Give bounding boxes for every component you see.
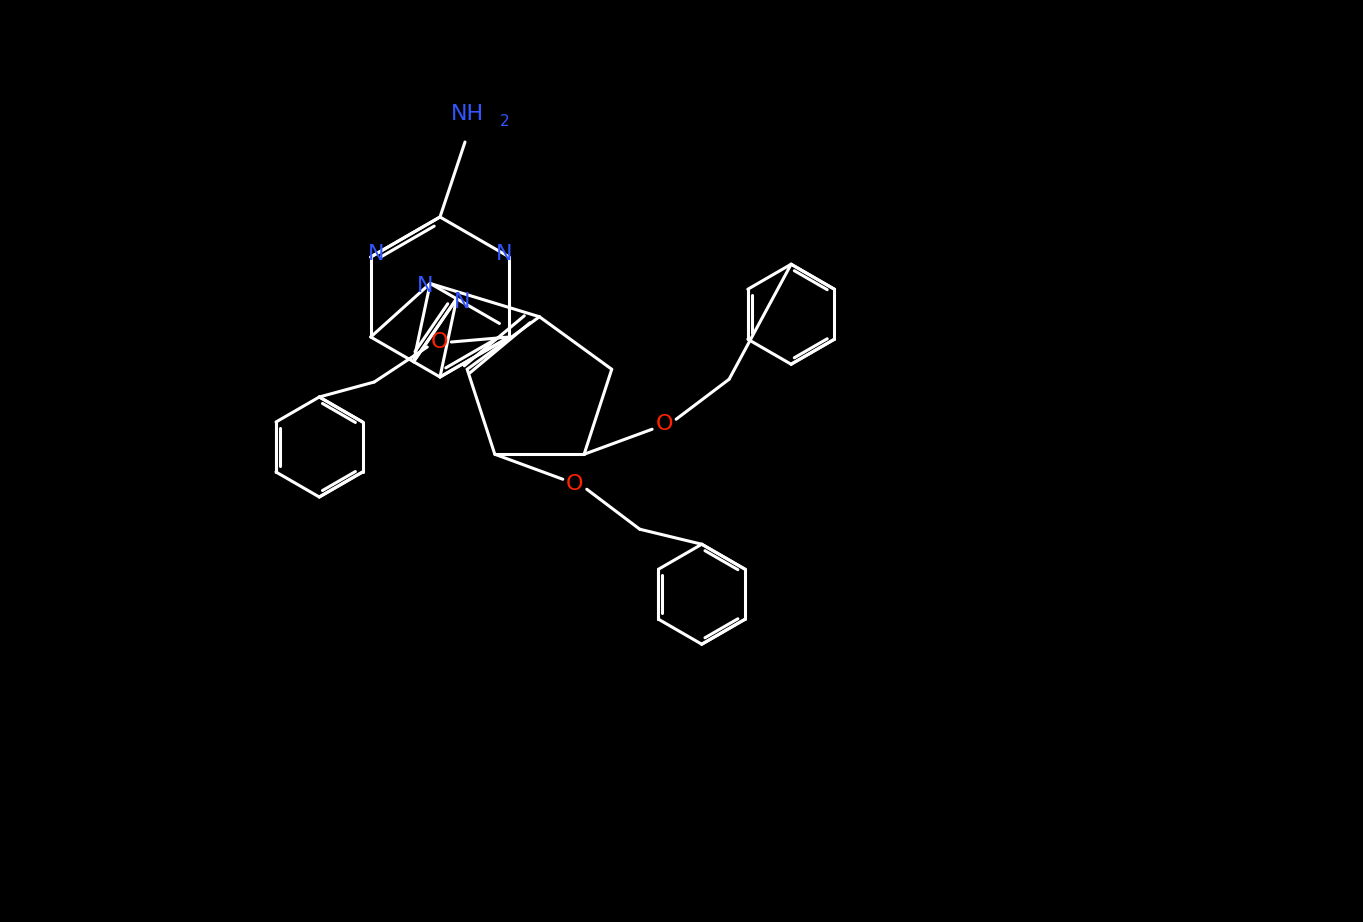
Text: N: N	[496, 244, 512, 264]
Text: N: N	[417, 277, 433, 297]
Text: 2: 2	[500, 114, 510, 129]
Text: O: O	[566, 474, 583, 494]
Text: NH: NH	[450, 104, 484, 124]
Text: N: N	[368, 244, 384, 264]
Text: O: O	[431, 332, 448, 352]
Text: N: N	[454, 291, 470, 312]
Text: O: O	[656, 414, 673, 434]
